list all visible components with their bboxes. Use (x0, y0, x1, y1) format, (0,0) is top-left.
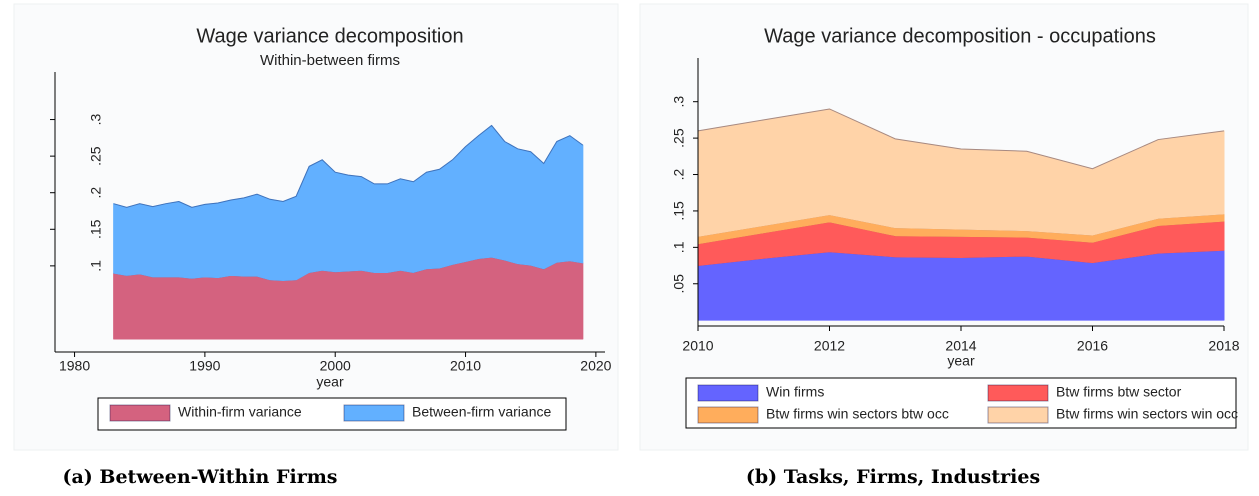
area-edge (113, 124, 584, 208)
legend-label: Win firms (766, 384, 824, 400)
legend-box (97, 397, 567, 431)
legend-swatch (697, 406, 759, 424)
y-tick-label: .3 (671, 96, 687, 108)
x-axis-label: year (316, 374, 344, 390)
y-tick-label: .05 (671, 274, 687, 294)
area-edge (697, 108, 1225, 170)
x-tick-label: 1990 (189, 358, 220, 374)
x-tick-label: 2016 (1077, 338, 1108, 354)
x-tick-label: 2010 (682, 338, 713, 354)
x-tick-label: 2000 (320, 358, 351, 374)
x-tick-label: 2020 (580, 358, 611, 374)
legend-swatch (343, 404, 405, 422)
y-tick-label: .1 (88, 260, 104, 272)
caption: (b) Tasks, Firms, Industries (746, 466, 1040, 488)
y-tick-label: .3 (88, 114, 104, 126)
y-tick-label: .25 (671, 128, 687, 148)
x-tick-label: 2018 (1208, 338, 1239, 354)
x-axis-label: year (947, 353, 975, 369)
chart-title: Wage variance decomposition - occupation… (764, 25, 1156, 47)
y-tick-label: .15 (88, 219, 104, 239)
legend-label: Btw firms win sectors win occ (1056, 406, 1238, 422)
x-tick-label: 2010 (450, 358, 481, 374)
y-tick-label: .15 (671, 201, 687, 221)
legend-label: Within-firm variance (178, 404, 302, 420)
y-tick-label: .2 (88, 187, 104, 199)
legend-swatch (109, 404, 171, 422)
x-tick-label: 1980 (59, 358, 90, 374)
legend-label: Btw firms win sectors btw occ (766, 406, 949, 422)
legend-box (685, 377, 1237, 429)
chart-title: Wage variance decomposition (196, 25, 463, 47)
x-tick-label: 2014 (945, 338, 976, 354)
caption: (a) Between-Within Firms (63, 466, 338, 488)
legend-swatch (697, 384, 759, 402)
legend-swatch (987, 406, 1049, 424)
y-tick-label: .1 (671, 241, 687, 253)
y-tick-label: .25 (88, 146, 104, 166)
legend-label: Between-firm variance (412, 404, 551, 420)
legend-label: Btw firms btw sector (1056, 384, 1182, 400)
legend-swatch (987, 384, 1049, 402)
area (113, 124, 584, 281)
area (697, 249, 1225, 321)
y-tick-label: .2 (671, 168, 687, 180)
x-tick-label: 2012 (814, 338, 845, 354)
area (697, 108, 1225, 237)
chart-subtitle: Within-between firms (260, 52, 400, 69)
